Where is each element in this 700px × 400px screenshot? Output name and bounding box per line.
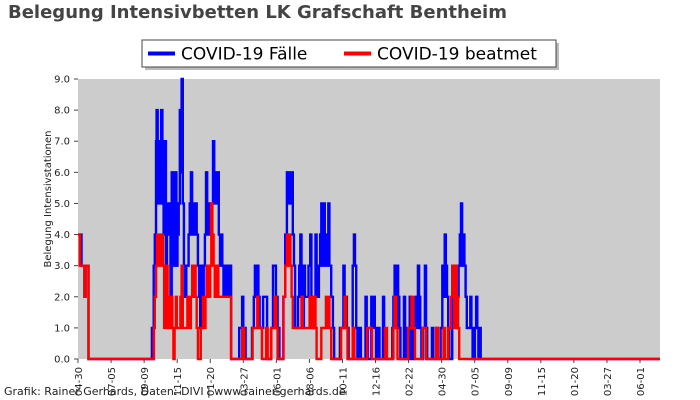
y-tick-label: 0.0 [54,355,70,366]
x-tick-label: 02-22 [405,367,416,396]
x-tick-label: 06-01 [636,367,647,396]
x-tick-label: 01-20 [570,367,581,396]
x-tick-label: 07-05 [471,367,482,396]
y-tick-label: 5.0 [54,199,70,210]
y-tick-label: 3.0 [54,261,70,272]
legend-label-beatmet: COVID-19 beatmet [377,45,537,65]
x-tick-label: 11-15 [537,367,548,396]
chart-title: Belegung Intensivbetten LK Grafschaft Be… [8,2,507,23]
y-tick-label: 8.0 [54,106,70,117]
x-tick-label: 11-15 [173,367,184,396]
x-tick-label: 09-09 [504,367,515,396]
x-tick-label: 01-20 [206,367,217,396]
x-tick-label: 09-09 [140,367,151,396]
x-tick-label: 07-05 [107,367,118,396]
y-tick-label: 2.0 [54,292,70,303]
x-tick-label: 08-06 [305,367,316,396]
x-tick-label: 12-16 [372,367,383,396]
y-axis-label: Belegung Intensivstationen [43,130,54,267]
x-tick-label: 04-30 [74,367,85,396]
series-line-beatmet [78,202,660,361]
x-tick-label: 03-27 [239,367,250,396]
y-tick-label: 7.0 [54,137,70,148]
y-tick-label: 6.0 [54,168,70,179]
y-tick-label: 4.0 [54,230,70,241]
legend-label-faelle: COVID-19 Fälle [181,45,307,65]
source-credit: Grafik: Rainer Gerhards, Daten: DIVI | w… [4,385,346,398]
x-tick-label: 06-01 [272,367,283,396]
legend: COVID-19 Fälle COVID-19 beatmet [141,39,559,70]
y-tick-label: 1.0 [54,323,70,334]
x-tick-label: 04-30 [438,367,449,396]
x-tick-label: 03-27 [603,367,614,396]
y-tick-label: 9.0 [54,75,70,86]
x-tick-label: 10-11 [338,367,349,396]
